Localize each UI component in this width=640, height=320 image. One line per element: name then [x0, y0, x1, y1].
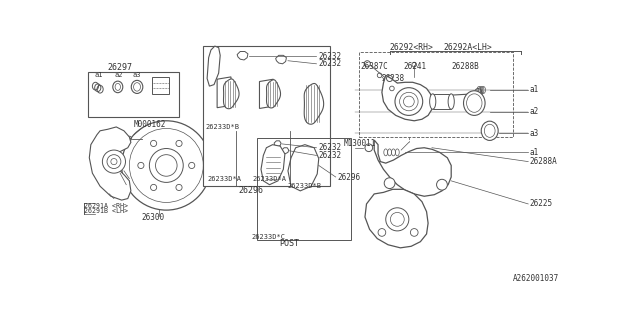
Text: A262001037: A262001037	[513, 274, 559, 283]
Circle shape	[156, 155, 177, 176]
Text: 26297: 26297	[108, 63, 132, 72]
Text: 26296: 26296	[239, 186, 264, 195]
Polygon shape	[223, 79, 239, 109]
Bar	[152, 77, 170, 94]
Circle shape	[122, 121, 211, 210]
Text: 26292A<LH>: 26292A<LH>	[444, 43, 492, 52]
Text: 26288B: 26288B	[451, 62, 479, 71]
Text: 26291A <RH>: 26291A <RH>	[84, 203, 128, 209]
Circle shape	[395, 88, 422, 116]
Circle shape	[149, 148, 183, 182]
Text: 26291B <LH>: 26291B <LH>	[84, 208, 128, 214]
Polygon shape	[382, 75, 433, 121]
Text: 26232: 26232	[318, 59, 341, 68]
Text: M000162: M000162	[134, 120, 166, 129]
Circle shape	[150, 140, 157, 147]
Text: M130011: M130011	[344, 140, 376, 148]
Ellipse shape	[429, 94, 436, 109]
Circle shape	[150, 184, 157, 190]
Polygon shape	[374, 140, 451, 196]
Text: 26288A: 26288A	[530, 157, 557, 166]
Circle shape	[384, 178, 395, 188]
Polygon shape	[90, 127, 131, 200]
Text: a1: a1	[530, 148, 539, 157]
Polygon shape	[288, 145, 319, 191]
Polygon shape	[304, 84, 324, 124]
Text: a1: a1	[94, 72, 103, 78]
Ellipse shape	[481, 121, 498, 140]
Text: a3: a3	[132, 72, 141, 78]
Polygon shape	[282, 148, 289, 154]
Text: 26233D*B: 26233D*B	[205, 124, 239, 130]
Text: 26233D*C: 26233D*C	[252, 234, 285, 240]
Text: 26241: 26241	[403, 62, 427, 71]
Ellipse shape	[463, 91, 485, 116]
Polygon shape	[274, 141, 281, 147]
Text: 26232: 26232	[318, 52, 341, 60]
Text: 26296: 26296	[337, 172, 360, 181]
Polygon shape	[261, 145, 285, 185]
Ellipse shape	[448, 94, 454, 109]
Polygon shape	[237, 52, 248, 60]
Text: 26238: 26238	[382, 74, 405, 83]
Polygon shape	[365, 189, 428, 248]
Polygon shape	[276, 55, 287, 64]
Text: a2: a2	[115, 72, 123, 78]
Text: a3: a3	[530, 129, 539, 138]
Bar	[359, 52, 513, 137]
Text: 26233D*B: 26233D*B	[287, 183, 321, 189]
Circle shape	[176, 140, 182, 147]
Circle shape	[102, 150, 125, 173]
Circle shape	[386, 208, 409, 231]
Text: 26233D*A: 26233D*A	[253, 176, 287, 181]
Text: POST: POST	[280, 239, 300, 248]
Circle shape	[189, 162, 195, 169]
Text: 26232: 26232	[318, 143, 341, 152]
Text: a1: a1	[530, 85, 539, 94]
Bar	[257, 139, 351, 240]
Text: 26292<RH>: 26292<RH>	[390, 43, 433, 52]
Text: 26232: 26232	[318, 151, 341, 160]
Bar	[204, 46, 330, 186]
Polygon shape	[207, 46, 220, 86]
Text: 26300: 26300	[141, 212, 164, 221]
Text: 26387C: 26387C	[360, 62, 388, 71]
Ellipse shape	[474, 88, 482, 99]
Polygon shape	[217, 77, 231, 108]
Polygon shape	[266, 80, 280, 108]
Circle shape	[436, 179, 447, 190]
Bar	[88, 72, 179, 117]
Bar	[433, 94, 451, 109]
Text: 26233D*A: 26233D*A	[207, 176, 241, 181]
Circle shape	[107, 155, 121, 169]
Circle shape	[138, 162, 144, 169]
Text: 26225: 26225	[530, 199, 553, 208]
Circle shape	[176, 184, 182, 190]
Polygon shape	[259, 79, 273, 108]
Text: a2: a2	[530, 107, 539, 116]
